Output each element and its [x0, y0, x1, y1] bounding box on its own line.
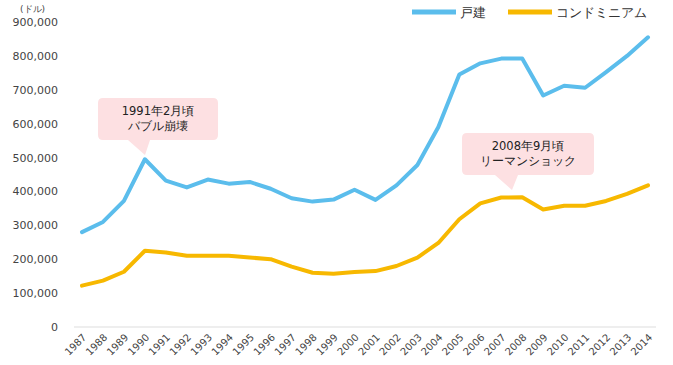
x-tick-label: 1993 — [188, 332, 214, 358]
series-line — [82, 185, 648, 285]
legend-label: 戸建 — [460, 5, 486, 20]
x-tick-label: 2002 — [377, 332, 403, 358]
x-tick-label: 1987 — [63, 332, 89, 358]
x-tick-label: 1990 — [126, 332, 152, 358]
x-tick-label: 1988 — [84, 332, 110, 358]
tick-mark — [60, 259, 64, 260]
x-tick-label: 2009 — [524, 332, 550, 358]
x-tick-label: 1991 — [146, 332, 172, 358]
callout-text: 1991年2月頃 — [122, 104, 195, 118]
legend-label: コンドミニアム — [556, 5, 647, 20]
y-axis-label: (ドル) — [20, 4, 45, 14]
x-tick-label: 1998 — [293, 332, 319, 358]
tick-mark — [60, 191, 64, 192]
tick-mark — [60, 225, 64, 226]
x-tick-label: 2013 — [608, 332, 634, 358]
x-tick-label: 2007 — [482, 332, 508, 358]
x-tick-label: 1996 — [251, 332, 277, 358]
x-tick-label: 2014 — [629, 332, 655, 358]
tick-mark — [60, 293, 64, 294]
x-tick-label: 1992 — [167, 332, 193, 358]
tick-mark — [60, 55, 64, 56]
x-tick-label: 1997 — [272, 332, 298, 358]
chart: 0 100,000 200,000 300,000 400,000 500,000 600,… — [0, 0, 673, 365]
y-tick-label: 100,000 — [13, 287, 59, 300]
x-tick-label: 2001 — [356, 332, 382, 358]
x-tick-label: 2003 — [398, 332, 424, 358]
x-tick-label: 1995 — [230, 332, 256, 358]
callout-text: 2008年9月頃 — [492, 139, 565, 153]
y-tick-label: 500,000 — [13, 152, 59, 165]
y-tick-label: 400,000 — [13, 185, 59, 198]
x-tick-label: 2008 — [503, 332, 529, 358]
x-tick-label: 2000 — [335, 332, 361, 358]
y-tick-label: 300,000 — [13, 219, 59, 232]
callout-box — [98, 98, 218, 155]
callout-box — [462, 133, 594, 190]
x-tick-label: 2010 — [545, 332, 571, 358]
x-tick-label: 1994 — [209, 332, 235, 358]
y-tick-label: 0 — [51, 321, 58, 334]
tick-mark — [60, 327, 64, 328]
series-line — [82, 37, 648, 232]
x-tick-label: 2005 — [440, 332, 466, 358]
x-tick-label: 1999 — [314, 332, 340, 358]
x-tick-label: 1989 — [105, 332, 131, 358]
tick-mark — [60, 123, 64, 124]
legend-swatch — [508, 10, 552, 15]
y-tick-label: 200,000 — [13, 253, 59, 266]
tick-mark — [60, 89, 64, 90]
x-axis-line — [74, 327, 656, 328]
x-tick-label: 2012 — [587, 332, 613, 358]
legend-swatch — [412, 10, 456, 15]
plot-area — [82, 37, 648, 285]
y-tick-label: 800,000 — [13, 50, 59, 63]
x-tick-label: 2004 — [419, 332, 445, 358]
x-tick-label: 2006 — [461, 332, 487, 358]
tick-mark — [60, 22, 64, 23]
y-tick-label: 900,000 — [13, 16, 59, 29]
x-tick-label: 2011 — [566, 332, 592, 358]
callout-text: バブル崩壊 — [127, 119, 188, 133]
tick-mark — [60, 157, 64, 158]
y-tick-label: 700,000 — [13, 84, 59, 97]
y-tick-label: 600,000 — [13, 118, 59, 131]
callout-text: リーマンショック — [480, 154, 576, 168]
